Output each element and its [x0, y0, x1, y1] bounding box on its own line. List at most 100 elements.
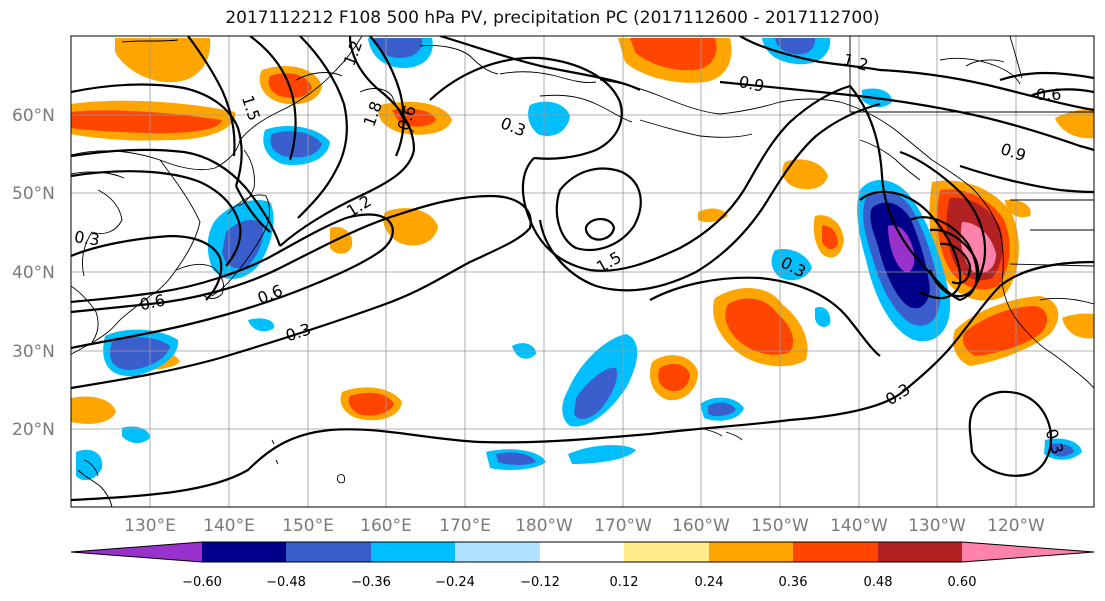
precip-blob [888, 225, 915, 272]
contour-line [739, 36, 881, 72]
contour-line [959, 164, 1094, 194]
contour-line [1029, 88, 1094, 98]
colorbar-segment [878, 542, 962, 562]
contour-line [249, 36, 297, 161]
lon-label: 160°W [672, 516, 730, 536]
contour-label: 0.9 [737, 72, 766, 96]
precip-blob [822, 225, 838, 250]
map-frame [70, 35, 1095, 508]
precip-blob [248, 318, 275, 332]
colorbar-segment [624, 542, 709, 562]
colorbar-tick-label: 0.12 [610, 575, 639, 590]
contour-line [521, 84, 851, 272]
contour-line [538, 102, 881, 292]
lon-label: 160°E [360, 516, 412, 536]
contour-line [71, 170, 242, 267]
contour-line [429, 56, 623, 160]
precip-blob [708, 402, 736, 417]
colorbar-segment [793, 542, 878, 562]
lat-label: 50°N [12, 184, 55, 204]
precip-blob [815, 306, 831, 327]
precip-blob [348, 392, 394, 416]
precip-blob [71, 110, 222, 134]
colorbar-ticks: −0.60 −0.48 −0.36 −0.24 −0.12 0.12 0.24 … [182, 575, 976, 590]
contour-line [297, 36, 348, 219]
colorbar-segment [286, 542, 371, 562]
contour-line [439, 36, 641, 91]
lat-label: 40°N [12, 263, 55, 283]
precip-blob [962, 306, 1048, 356]
contour-line [584, 218, 616, 241]
colorbar [70, 541, 1095, 563]
colorbar-segment [962, 542, 1094, 562]
precip-shading [71, 38, 1094, 481]
precip-blob [1005, 199, 1031, 218]
contour-label: 0.6 [1036, 85, 1061, 104]
colorbar-segment [71, 542, 202, 562]
precip-blob [383, 208, 438, 246]
colorbar-tick-label: 0.36 [779, 575, 808, 590]
colorbar-tick-label: −0.24 [435, 575, 475, 590]
map-panel: 1.2 1.5 1.8 0.6 0.9 1.2 0.6 0.9 0.3 0.6 … [71, 36, 1094, 507]
colorbar-tick-label: −0.60 [182, 575, 222, 590]
precip-blob [528, 101, 570, 136]
precip-blob [1055, 108, 1094, 139]
precip-blob [960, 222, 996, 274]
contour-line [968, 390, 1053, 477]
contour-line [71, 148, 282, 247]
colorbar-segment [540, 542, 624, 562]
contour-label: 0.6 [138, 290, 167, 314]
lat-label: 30°N [12, 342, 55, 362]
contour-line [879, 68, 1094, 112]
colorbar-segment [709, 542, 793, 562]
precip-blob [782, 159, 828, 190]
contour-line [719, 80, 1094, 152]
map-title: 2017112212 F108 500 hPa PV, precipitatio… [225, 8, 880, 28]
precip-blob [115, 38, 211, 83]
precip-blob [1050, 443, 1074, 457]
precip-blob [568, 445, 636, 464]
contour-line [859, 190, 962, 300]
contour-line [999, 71, 1094, 82]
colorbar-tick-label: −0.36 [351, 575, 391, 590]
contour-line [369, 36, 405, 157]
colorbar-tick-label: −0.48 [266, 575, 306, 590]
colorbar-tick-label: 0.60 [948, 575, 977, 590]
colorbar-outline [70, 541, 1095, 563]
lon-label: 150°W [751, 516, 809, 536]
precip-blob [658, 363, 690, 392]
precip-blob [122, 426, 150, 444]
contour-line [849, 85, 987, 302]
precip-blob [775, 38, 816, 55]
lon-label: 150°E [282, 516, 334, 536]
contour-line [555, 167, 642, 252]
pv-contours [71, 36, 1094, 502]
colorbar-segment [455, 542, 540, 562]
lon-label: 140°W [830, 516, 888, 536]
contour-line [71, 83, 243, 187]
lon-label: 120°W [987, 516, 1045, 536]
colorbar-segment [371, 542, 455, 562]
lat-labels: 60°N 50°N 40°N 30°N 20°N [12, 106, 55, 440]
colorbar-tick-label: −0.12 [520, 575, 560, 590]
lon-label: 170°E [439, 516, 491, 536]
lon-label: 180°W [515, 516, 573, 536]
contour-line [235, 185, 271, 233]
contour-line [649, 276, 881, 357]
contour-line [939, 242, 972, 285]
contour-line [71, 213, 394, 350]
lon-label: 130°E [124, 516, 176, 536]
colorbar-tick-label: 0.48 [864, 575, 893, 590]
precip-blob [1062, 313, 1094, 339]
precip-blob [725, 298, 794, 355]
contour-line [187, 36, 236, 157]
precip-blob [110, 337, 170, 370]
lat-label: 20°N [12, 420, 55, 440]
contour-label: 0.3 [73, 227, 101, 249]
lat-label: 60°N [12, 106, 55, 126]
colorbar-tick-label: 0.24 [695, 575, 724, 590]
contour-line [71, 260, 1094, 502]
lon-labels: 130°E 140°E 150°E 160°E 170°E 180°W 170°… [124, 516, 1045, 536]
precip-blob [270, 131, 322, 158]
